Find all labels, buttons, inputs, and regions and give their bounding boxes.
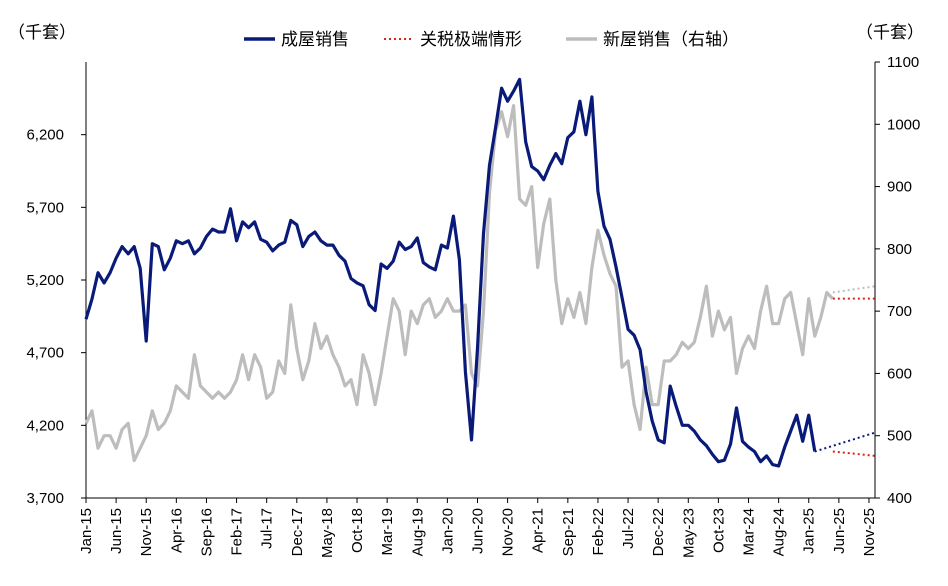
x-tick-label: Nov-25	[861, 508, 878, 556]
left-tick-label: 5,700	[26, 199, 64, 216]
x-tick-label: Aug-19	[409, 508, 426, 556]
right-tick-label: 500	[887, 428, 912, 445]
x-tick-label: Oct-18	[349, 508, 366, 553]
x-tick-label: Mar-19	[379, 508, 396, 556]
x-tick-label: Feb-22	[590, 508, 607, 556]
x-tick-label: Apr-21	[530, 508, 547, 553]
x-tick-label: Jan-20	[439, 508, 456, 554]
legend: 成屋销售 关税极端情形 新屋销售（右轴）	[244, 30, 739, 50]
left-tick-label: 6,200	[26, 127, 64, 144]
x-tick-label: Jun-20	[469, 508, 486, 554]
x-tick-label: Aug-24	[771, 508, 788, 556]
right-tick-label: 900	[887, 179, 912, 196]
series-line-new-home-sales	[84, 103, 834, 463]
legend-label-existing-sales: 成屋销售	[281, 30, 349, 50]
legend-label-tariff-scenario: 关税极端情形	[420, 30, 522, 50]
left-tick-label: 4,700	[26, 345, 64, 362]
x-tick-label: May-18	[319, 508, 336, 558]
x-tick-label: Oct-23	[710, 508, 727, 553]
left-tick-label: 3,700	[26, 490, 64, 507]
legend-label-new-home-sales: 新屋销售（右轴）	[603, 30, 739, 50]
right-tick-label: 600	[887, 365, 912, 382]
left-tick-label: 4,200	[26, 417, 64, 434]
x-tick-label: Jul-17	[259, 508, 276, 549]
x-tick-label: Jul-22	[620, 508, 637, 549]
x-tick-label: May-23	[680, 508, 697, 558]
axes: 3,700 4,200 4,700 5,200 5,700 6,200 400 500 600 7…	[26, 54, 920, 558]
scenario-overlay-1	[832, 285, 876, 294]
right-tick-label: 1100	[887, 54, 919, 71]
x-tick-label: Nov-20	[500, 508, 517, 556]
x-tick-label: Mar-24	[741, 508, 758, 556]
x-tick-label: Jun-15	[108, 508, 125, 554]
x-tick-label: Apr-16	[168, 508, 185, 553]
right-tick-label: 800	[887, 241, 912, 258]
right-tick-label: 400	[887, 490, 912, 507]
right-axis-unit: （千套）	[856, 23, 924, 43]
x-tick-label: Dec-17	[289, 508, 306, 556]
left-tick-label: 5,200	[26, 272, 64, 289]
scenario-overlay-0	[832, 450, 876, 457]
left-axis-unit: （千套）	[8, 23, 76, 43]
x-tick-label: Nov-15	[138, 508, 155, 556]
right-tick-label: 700	[887, 303, 912, 320]
x-tick-label: Jan-15	[78, 508, 95, 554]
series-layer	[84, 77, 876, 468]
x-tick-label: Jun-25	[831, 508, 848, 554]
x-tick-label: Sep-21	[560, 508, 577, 556]
x-tick-label: Dec-22	[650, 508, 667, 556]
series-line-existing-sales	[84, 77, 817, 468]
x-tick-label: Feb-17	[229, 508, 246, 556]
x-tick-label: Jan-25	[801, 508, 818, 554]
x-tick-label: Sep-16	[198, 508, 215, 556]
right-tick-label: 1000	[887, 116, 920, 133]
scenario-line-existing-sales	[814, 431, 876, 453]
